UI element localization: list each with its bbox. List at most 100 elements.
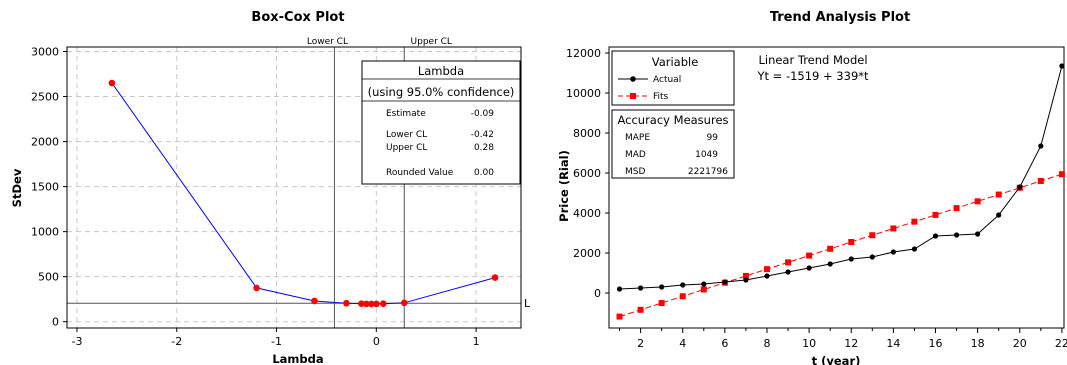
- model-text-line1: Linear Trend Model: [758, 53, 867, 67]
- fits-line: [619, 173, 1063, 318]
- estimate-value: -0.09: [471, 109, 495, 119]
- lambda-box-subheader: (using 95.0% confidence): [368, 85, 515, 99]
- lambda-box-header: Lambda: [418, 64, 464, 78]
- boxcox-x-tick-label: -1: [271, 335, 282, 348]
- boxcox-point: [358, 300, 365, 307]
- trend-x-tick-label: 22: [1055, 337, 1067, 350]
- trend-y-tick-label: 4000: [573, 207, 601, 220]
- actual-point: [743, 277, 749, 283]
- boxcox-point: [491, 274, 499, 281]
- model-text-line2: Yt = -1519 + 339*t: [756, 69, 869, 83]
- trend-y-tick-label: 0: [594, 287, 601, 300]
- actual-point: [1017, 184, 1023, 190]
- mad-value: 1049: [695, 150, 718, 160]
- fits-point: [763, 266, 770, 273]
- boxcox-point: [373, 300, 380, 308]
- boxcox-x-tick-label: 0: [373, 335, 380, 348]
- fits-point: [869, 232, 876, 239]
- legend-title: Variable: [652, 55, 699, 69]
- trend-x-tick-label: 4: [679, 337, 686, 350]
- trend-x-axis-label: t (year): [812, 354, 861, 365]
- boxcox-point: [311, 297, 318, 305]
- legend-fits-marker: [630, 93, 636, 99]
- accuracy-measures-box: Accuracy Measures MAPE 99 MAD 1049 MSD 2…: [611, 109, 735, 179]
- actual-point: [869, 254, 875, 260]
- actual-point: [701, 281, 707, 287]
- actual-point: [722, 279, 728, 285]
- actual-point: [911, 246, 918, 252]
- trend-plot-frame: [608, 46, 1065, 329]
- trend-y-tick-label: 10000: [566, 87, 601, 100]
- boxcox-y-tick-label: 1500: [31, 181, 59, 194]
- fits-point: [953, 205, 960, 212]
- trend-x-tick-label: 16: [929, 337, 943, 350]
- trend-x-tick-label: 6: [721, 337, 728, 350]
- boxcox-point: [343, 299, 350, 307]
- fits-point: [848, 239, 855, 246]
- fits-point: [911, 218, 918, 225]
- estimate-label: Estimate: [386, 109, 426, 119]
- actual-point: [827, 261, 833, 267]
- actual-point: [637, 285, 644, 291]
- fits-point: [890, 225, 897, 232]
- trend-x-tick-label: 18: [971, 337, 985, 350]
- trend-x-tick-label: 10: [802, 337, 816, 350]
- boxcox-y-tick-label: 500: [38, 271, 59, 284]
- trend-x-tick-label: 8: [763, 337, 770, 350]
- actual-point: [975, 231, 981, 237]
- rounded-value-label: Rounded Value: [386, 168, 454, 178]
- boxcox-y-tick-label: 2500: [31, 91, 59, 104]
- actual-point: [680, 282, 686, 288]
- lambda-info-box: Lambda (using 95.0% confidence) Estimate…: [361, 60, 521, 185]
- lower-cl-label: Lower CL: [307, 37, 348, 47]
- trend-y-tick-label: 12000: [566, 47, 601, 60]
- boxcox-x-tick-label: -2: [171, 335, 182, 348]
- actual-point: [890, 249, 896, 255]
- upper-cl-label: Upper CL: [411, 37, 452, 47]
- upper-cl-label: Upper CL: [386, 143, 427, 153]
- trend-y-tick-label: 2000: [573, 247, 601, 260]
- actual-line: [619, 65, 1063, 290]
- boxcox-y-tick-label: 3000: [31, 46, 59, 59]
- fits-point: [616, 313, 623, 320]
- lower-cl-label: Lower CL: [386, 130, 427, 140]
- fits-point: [785, 259, 792, 266]
- trend-x-tick-label: 20: [1013, 337, 1027, 350]
- boxcox-x-tick-label: 1: [473, 335, 480, 348]
- actual-point: [806, 265, 812, 271]
- actual-point: [785, 269, 791, 275]
- boxcox-x-tick-label: -3: [71, 335, 82, 348]
- trend-x-tick-label: 12: [844, 337, 858, 350]
- actual-point: [1038, 143, 1044, 149]
- fits-point: [658, 300, 665, 307]
- trend-analysis-chart: Trend Analysis Plot 2 4 6 8 10 12 14 16 18 20 22 0…: [557, 10, 1067, 365]
- boxcox-point: [380, 300, 387, 307]
- limit-label: Limit: [524, 297, 530, 310]
- fits-point: [974, 198, 981, 205]
- actual-point: [996, 212, 1002, 218]
- boxcox-point: [108, 79, 116, 87]
- fits-point: [995, 191, 1002, 198]
- upper-cl-value: 0.28: [474, 143, 494, 153]
- trend-x-tick-label: 14: [886, 337, 900, 350]
- accuracy-title: Accuracy Measures: [617, 113, 728, 127]
- boxcox-y-tick-label: 1000: [31, 226, 59, 239]
- msd-value: 2221796: [688, 167, 728, 177]
- boxcox-plot-frame: [66, 46, 522, 329]
- boxcox-point: [363, 300, 370, 308]
- trend-y-axis-label: Price (Rial): [557, 150, 571, 222]
- lower-cl-value: -0.42: [471, 130, 494, 140]
- boxcox-y-axis-label: StDev: [10, 168, 24, 207]
- boxcox-point: [253, 284, 260, 292]
- fits-point: [679, 293, 686, 300]
- fits-point: [637, 306, 644, 313]
- trend-title: Trend Analysis Plot: [770, 10, 910, 25]
- actual-point: [848, 256, 854, 262]
- fits-point: [700, 286, 707, 293]
- legend-actual-label: Actual: [653, 75, 681, 85]
- msd-label: MSD: [625, 167, 645, 177]
- boxcox-x-axis-label: Lambda: [272, 352, 323, 365]
- actual-point: [1059, 63, 1065, 69]
- legend-fits-label: Fits: [653, 92, 669, 102]
- actual-point: [616, 286, 623, 292]
